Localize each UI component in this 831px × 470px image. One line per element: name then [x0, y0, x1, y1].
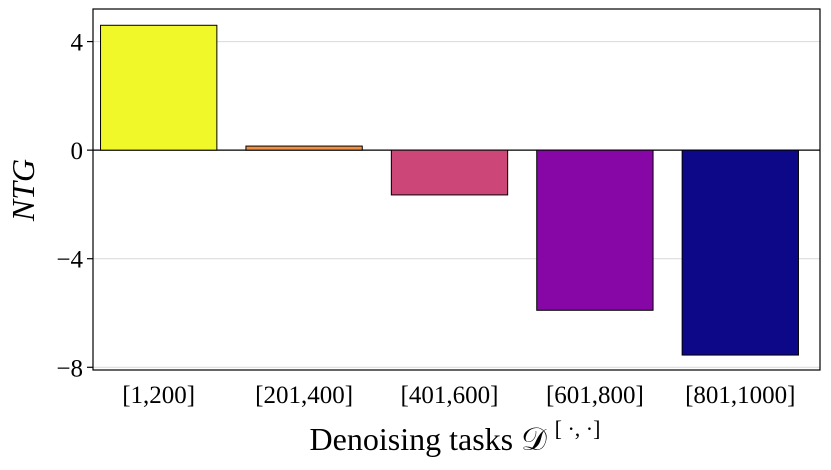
y-tick-label: 0 — [71, 138, 84, 165]
x-axis-title: Denoising tasks 𝒟 [ ·, ·] — [310, 416, 601, 457]
x-tick-label: [1,200] — [122, 382, 195, 409]
y-axis-title: NTG — [5, 159, 41, 222]
x-tick-label: [201,400] — [255, 382, 353, 409]
x-tick-labels: [1,200] [201,400] [401,600] [601,800] [801,1… — [122, 382, 795, 409]
y-tick-label: −4 — [56, 247, 83, 274]
bar-1 — [100, 24, 218, 151]
bar-5 — [681, 149, 799, 356]
y-ticks: 4 0 −4 −8 — [56, 30, 93, 382]
y-tick-label: 4 — [71, 30, 84, 57]
x-axis-title-main: Denoising tasks 𝒟 — [310, 421, 548, 457]
x-axis-title-superscript: [ ·, ·] — [555, 416, 601, 441]
x-tick-label: [601,800] — [546, 382, 644, 409]
x-tick-label: [401,600] — [401, 382, 499, 409]
x-tick-label: [801,1000] — [685, 382, 795, 409]
plot-frame — [92, 8, 821, 371]
bar-3 — [390, 149, 509, 196]
bar-4 — [536, 149, 654, 311]
y-tick-label: −8 — [56, 355, 83, 382]
bar-2 — [245, 145, 363, 151]
bars — [100, 24, 799, 356]
